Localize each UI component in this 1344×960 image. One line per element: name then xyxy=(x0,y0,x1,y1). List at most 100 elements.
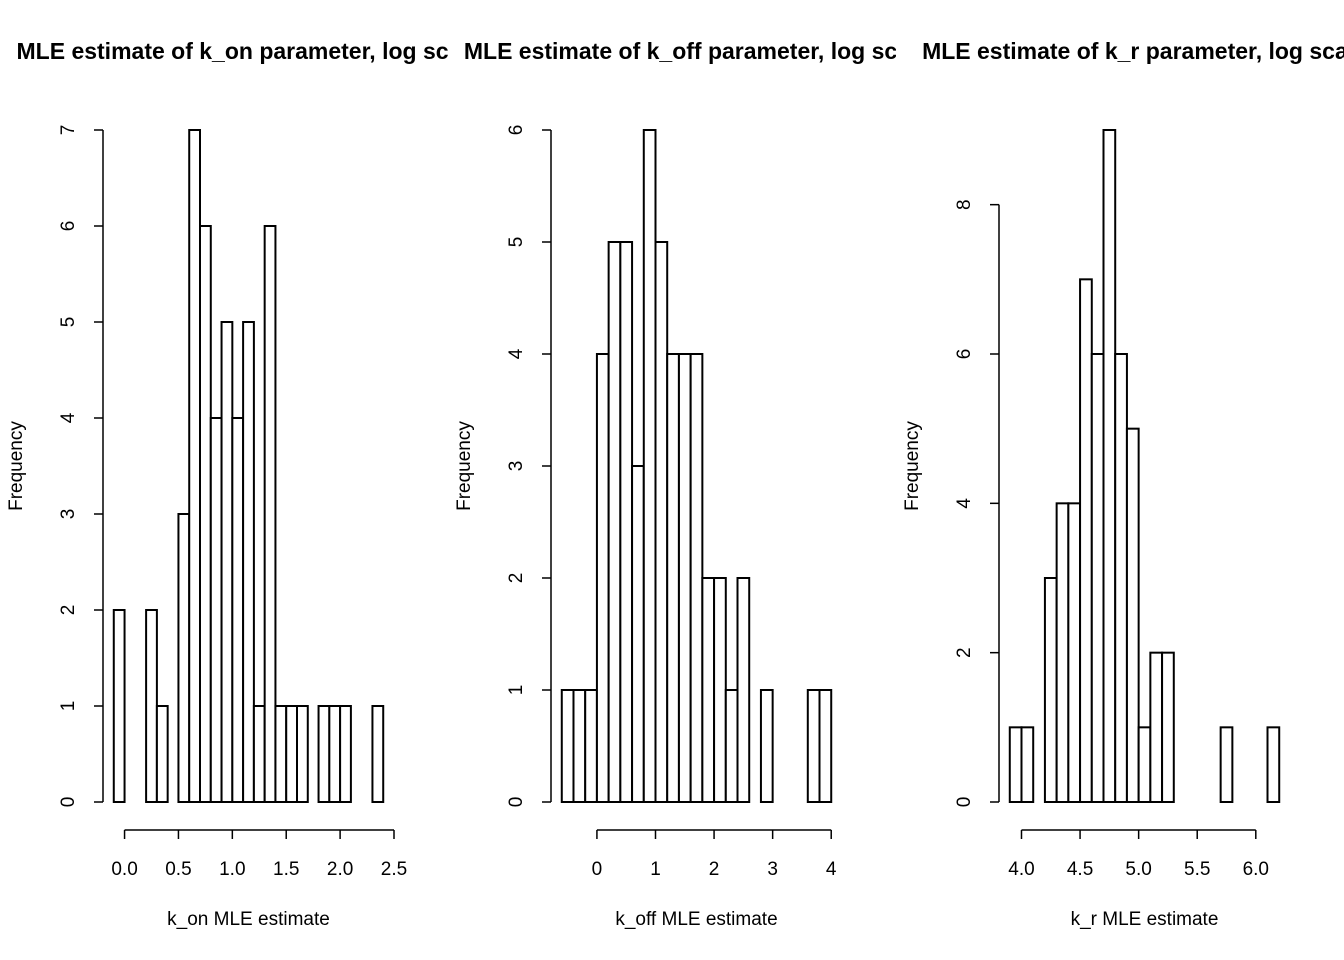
bar xyxy=(263,225,277,803)
y-tick-label: 5 xyxy=(58,317,79,328)
bar xyxy=(1008,726,1023,803)
bar xyxy=(371,705,385,803)
bar xyxy=(1266,726,1281,803)
bar xyxy=(736,577,751,803)
x-tick-label: 2.5 xyxy=(381,859,407,880)
bar xyxy=(1043,577,1058,803)
bar xyxy=(296,705,309,803)
x-tick-label: 2 xyxy=(709,859,720,880)
bar xyxy=(666,353,680,803)
chart-title: MLE estimate of k_on parameter, log scal… xyxy=(17,38,481,64)
bar xyxy=(631,465,645,803)
bar xyxy=(677,353,692,803)
bar xyxy=(1102,129,1117,803)
bar xyxy=(818,689,833,803)
panel: MLE estimate of k_r parameter, log scale… xyxy=(902,38,1344,930)
x-tick-label: 4.0 xyxy=(1008,859,1034,880)
bar xyxy=(188,129,202,803)
y-axis-label: Frequency xyxy=(454,421,475,511)
bar xyxy=(328,705,342,803)
y-tick-label: 2 xyxy=(506,573,527,584)
y-tick-label: 4 xyxy=(58,412,79,423)
y-tick-label: 5 xyxy=(506,237,527,248)
bar xyxy=(701,577,716,803)
x-axis-label: k_r MLE estimate xyxy=(1071,909,1219,930)
bar xyxy=(339,705,352,803)
bar xyxy=(220,321,234,803)
x-tick-label: 4.5 xyxy=(1067,859,1093,880)
bar xyxy=(1079,278,1093,804)
y-tick-label: 6 xyxy=(506,125,527,136)
y-tick-label: 0 xyxy=(506,797,527,808)
y-tick-label: 2 xyxy=(954,647,975,658)
x-tick-label: 5.0 xyxy=(1125,859,1151,880)
y-tick-label: 0 xyxy=(954,797,975,808)
y-tick-label: 0 xyxy=(58,797,79,808)
x-axis-label: k_on MLE estimate xyxy=(167,909,330,930)
bar xyxy=(1219,726,1234,803)
panel: MLE estimate of k_on parameter, log scal… xyxy=(6,38,481,930)
y-tick-label: 1 xyxy=(58,701,79,712)
panel: MLE estimate of k_off parameter, log sca… xyxy=(454,38,929,930)
bar xyxy=(209,417,223,803)
x-tick-label: 2.0 xyxy=(327,859,353,880)
y-tick-label: 3 xyxy=(506,461,527,472)
bar xyxy=(584,689,598,803)
bar xyxy=(1137,726,1152,803)
y-tick-label: 6 xyxy=(58,221,79,232)
y-tick-label: 4 xyxy=(506,348,527,359)
bar xyxy=(595,353,610,803)
x-tick-label: 1.0 xyxy=(219,859,245,880)
bar xyxy=(242,321,255,803)
bar xyxy=(317,705,331,803)
x-tick-label: 5.5 xyxy=(1184,859,1210,880)
bar xyxy=(1090,353,1105,803)
bar xyxy=(177,513,191,803)
bar xyxy=(607,241,622,803)
x-tick-label: 1 xyxy=(650,859,661,880)
y-tick-label: 2 xyxy=(58,605,79,616)
y-tick-label: 7 xyxy=(58,125,79,136)
x-tick-label: 6.0 xyxy=(1243,859,1269,880)
bar xyxy=(1161,651,1175,804)
bar xyxy=(560,689,575,803)
bar xyxy=(1020,726,1035,803)
bar xyxy=(199,225,212,803)
bar xyxy=(619,241,634,803)
bar xyxy=(112,609,126,803)
bar xyxy=(1149,651,1164,804)
bar xyxy=(285,705,299,803)
bar xyxy=(642,129,657,803)
bar xyxy=(145,609,158,803)
chart-title: MLE estimate of k_r parameter, log scale xyxy=(922,38,1344,64)
bar xyxy=(572,689,587,803)
bar xyxy=(689,353,704,803)
y-axis-label: Frequency xyxy=(902,421,923,511)
y-tick-label: 3 xyxy=(58,509,79,520)
y-tick-label: 8 xyxy=(954,199,975,210)
bar xyxy=(274,705,288,803)
bar xyxy=(1067,502,1082,803)
bar xyxy=(806,689,821,803)
bar xyxy=(1055,502,1070,803)
x-tick-label: 0.5 xyxy=(165,859,191,880)
x-tick-label: 3 xyxy=(767,859,778,880)
bar xyxy=(713,577,727,803)
y-tick-label: 1 xyxy=(506,685,527,696)
x-tick-label: 4 xyxy=(826,859,837,880)
bar xyxy=(1114,353,1128,803)
y-tick-label: 4 xyxy=(954,498,975,509)
bar xyxy=(654,241,669,803)
bar xyxy=(155,705,169,803)
chart-title: MLE estimate of k_off parameter, log sca… xyxy=(464,38,929,64)
x-tick-label: 1.5 xyxy=(273,859,299,880)
bar xyxy=(724,689,739,803)
bar xyxy=(759,689,774,803)
bar xyxy=(231,417,245,803)
x-axis-label: k_off MLE estimate xyxy=(615,909,777,930)
bar xyxy=(1125,427,1140,803)
x-tick-label: 0 xyxy=(592,859,603,880)
y-tick-label: 6 xyxy=(954,349,975,360)
x-tick-label: 0.0 xyxy=(111,859,137,880)
